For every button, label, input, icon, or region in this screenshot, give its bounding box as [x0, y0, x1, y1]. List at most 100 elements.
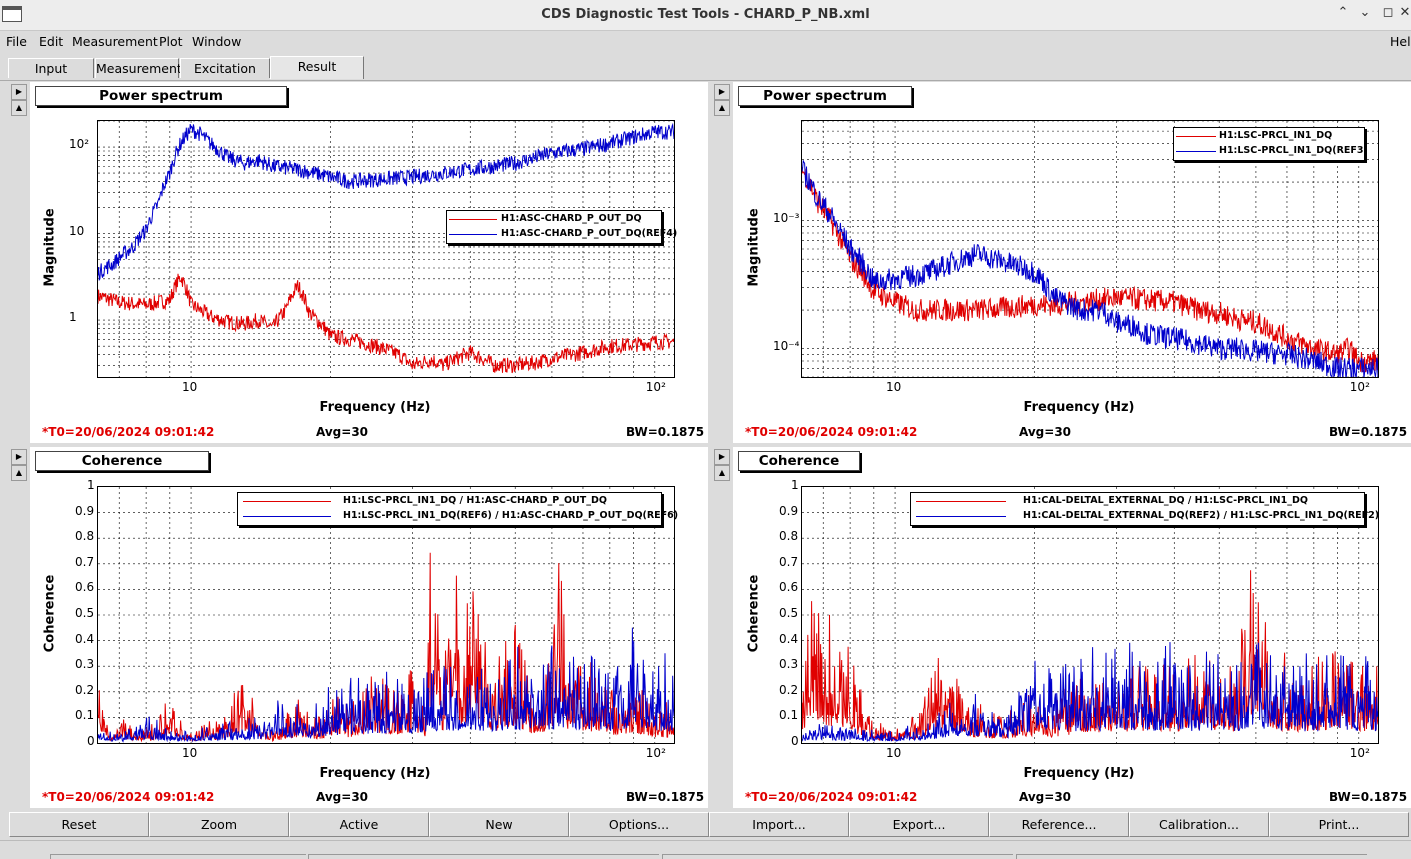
y-tick-label: 1	[791, 478, 799, 492]
options-button[interactable]: Options...	[569, 812, 709, 837]
collapse-up-button[interactable]: ▲	[714, 465, 730, 481]
legend-label: H1:LSC-PRCL_IN1_DQ / H1:ASC-CHARD_P_OUT_…	[343, 495, 607, 506]
y-tick-label: 0.7	[75, 554, 95, 569]
series-trace	[98, 627, 674, 743]
active-button[interactable]: Active	[289, 812, 429, 837]
tab-measurement[interactable]: Measurement	[95, 58, 182, 78]
plot-legend[interactable]: H1:LSC-PRCL_IN1_DQ / H1:ASC-CHARD_P_OUT_…	[237, 492, 678, 526]
y-tick-label: 0.2	[779, 682, 799, 697]
y-axis-label: Magnitude	[42, 208, 58, 287]
y-tick-label: 10²	[69, 137, 90, 152]
bandwidth: BW=0.1875	[626, 790, 705, 804]
y-tick-label: 0.3	[779, 657, 799, 672]
legend-line	[1176, 151, 1216, 152]
y-tick-label: 0.4	[779, 631, 799, 646]
plot-title: Power spectrum	[738, 86, 912, 106]
legend-line	[243, 516, 331, 517]
series-trace	[98, 122, 674, 282]
y-tick-label: 0.3	[75, 657, 95, 672]
y-tick-label: 10	[69, 223, 85, 238]
expand-right-button[interactable]: ▶	[11, 84, 27, 100]
minimize-button[interactable]: ⌃	[1337, 5, 1349, 20]
bandwidth: BW=0.1875	[1329, 790, 1408, 804]
new-button[interactable]: New	[429, 812, 569, 837]
legend-line	[449, 219, 497, 220]
y-tick-label: 0	[87, 734, 95, 748]
menu-edit[interactable]: Edit	[39, 34, 64, 49]
legend-line	[243, 501, 331, 502]
expand-right-button[interactable]: ▶	[714, 84, 730, 100]
x-axis-label: Frequency (Hz)	[1023, 400, 1135, 415]
x-axis-label: Frequency (Hz)	[1023, 766, 1135, 781]
x-tick-label: 10²	[645, 380, 666, 394]
restore-button[interactable]: ⌄	[1359, 5, 1371, 20]
y-tick-label: 0.4	[75, 631, 95, 646]
x-tick-label: 10	[182, 746, 198, 760]
y-tick-label: 0.9	[779, 503, 799, 518]
plot-title: Power spectrum	[35, 86, 287, 106]
collapse-up-button[interactable]: ▲	[11, 100, 27, 116]
y-tick-label: 10⁻⁴	[773, 338, 800, 353]
close-button[interactable]: ✕	[1399, 5, 1411, 20]
plot-legend[interactable]: H1:CAL-DELTAL_EXTERNAL_DQ / H1:LSC-PRCL_…	[910, 492, 1379, 526]
tab-input[interactable]: Input	[8, 58, 94, 78]
collapse-up-button[interactable]: ▲	[714, 100, 730, 116]
window-icon[interactable]	[2, 6, 22, 22]
menu-help[interactable]: Hel	[1390, 34, 1411, 49]
plot-area[interactable]	[801, 120, 1379, 378]
y-tick-label: 10⁻³	[773, 210, 800, 225]
plot-legend[interactable]: H1:LSC-PRCL_IN1_DQ H1:LSC-PRCL_IN1_DQ(REF…	[1173, 127, 1368, 161]
y-axis-label: Coherence	[42, 574, 58, 653]
bandwidth: BW=0.1875	[626, 425, 705, 439]
plot-area[interactable]	[801, 486, 1379, 744]
series-trace	[802, 570, 1378, 742]
expand-right-button[interactable]: ▶	[11, 449, 27, 465]
maximize-button[interactable]: ◻	[1382, 5, 1394, 20]
expand-right-button[interactable]: ▶	[714, 449, 730, 465]
y-axis-label: Coherence	[746, 574, 762, 653]
average-count: Avg=30	[316, 790, 369, 804]
print-button[interactable]: Print...	[1269, 812, 1409, 837]
tab-excitation[interactable]: Excitation	[180, 58, 270, 78]
average-count: Avg=30	[1019, 790, 1072, 804]
plot-legend[interactable]: H1:ASC-CHARD_P_OUT_DQ H1:ASC-CHARD_P_OUT_…	[446, 210, 677, 244]
start-time: *T0=20/06/2024 09:01:42	[42, 790, 215, 804]
x-tick-label: 10²	[1349, 746, 1370, 760]
legend-line	[449, 234, 497, 235]
title-bar: CDS Diagnostic Test Tools - CHARD_P_NB.x…	[0, 0, 1411, 31]
legend-label: H1:ASC-CHARD_P_OUT_DQ(REF4)	[501, 228, 678, 239]
reference-button[interactable]: Reference...	[989, 812, 1129, 837]
button-bar: Reset Zoom Active New Options... Import.…	[0, 811, 1411, 837]
legend-line	[916, 501, 1006, 502]
plot-area[interactable]	[97, 486, 675, 744]
y-tick-label: 0.7	[779, 554, 799, 569]
start-time: *T0=20/06/2024 09:01:42	[745, 790, 918, 804]
x-axis-label: Frequency (Hz)	[319, 766, 431, 781]
reset-button[interactable]: Reset	[9, 812, 149, 837]
y-tick-label: 1	[87, 478, 95, 492]
legend-entry: H1:CAL-DELTAL_EXTERNAL_DQ(REF2) / H1:LSC…	[911, 510, 1379, 524]
collapse-up-button[interactable]: ▲	[11, 465, 27, 481]
plot-canvas	[802, 121, 1378, 377]
calibration-button[interactable]: Calibration...	[1129, 812, 1269, 837]
plot-title: Coherence	[738, 451, 860, 471]
y-tick-label: 0.1	[75, 708, 95, 723]
menu-plot[interactable]: Plot	[159, 34, 183, 49]
plot-area[interactable]	[97, 120, 675, 378]
x-axis-label: Frequency (Hz)	[319, 400, 431, 415]
menu-window[interactable]: Window	[192, 34, 242, 49]
y-tick-label: 1	[69, 310, 77, 325]
zoom-button[interactable]: Zoom	[149, 812, 289, 837]
export-button[interactable]: Export...	[849, 812, 989, 837]
menu-measurement[interactable]: Measurement	[72, 34, 158, 49]
legend-label: H1:CAL-DELTAL_EXTERNAL_DQ / H1:LSC-PRCL_…	[1023, 495, 1308, 506]
tab-result[interactable]: Result	[270, 56, 364, 79]
status-bar	[0, 840, 1411, 859]
legend-line	[1176, 136, 1216, 137]
menu-file[interactable]: File	[6, 34, 27, 49]
plot-canvas	[98, 487, 674, 743]
legend-label: H1:LSC-PRCL_IN1_DQ(REF3)	[1219, 145, 1368, 156]
import-button[interactable]: Import...	[709, 812, 849, 837]
y-tick-label: 0.5	[779, 606, 799, 620]
plot-title: Coherence	[35, 451, 209, 471]
